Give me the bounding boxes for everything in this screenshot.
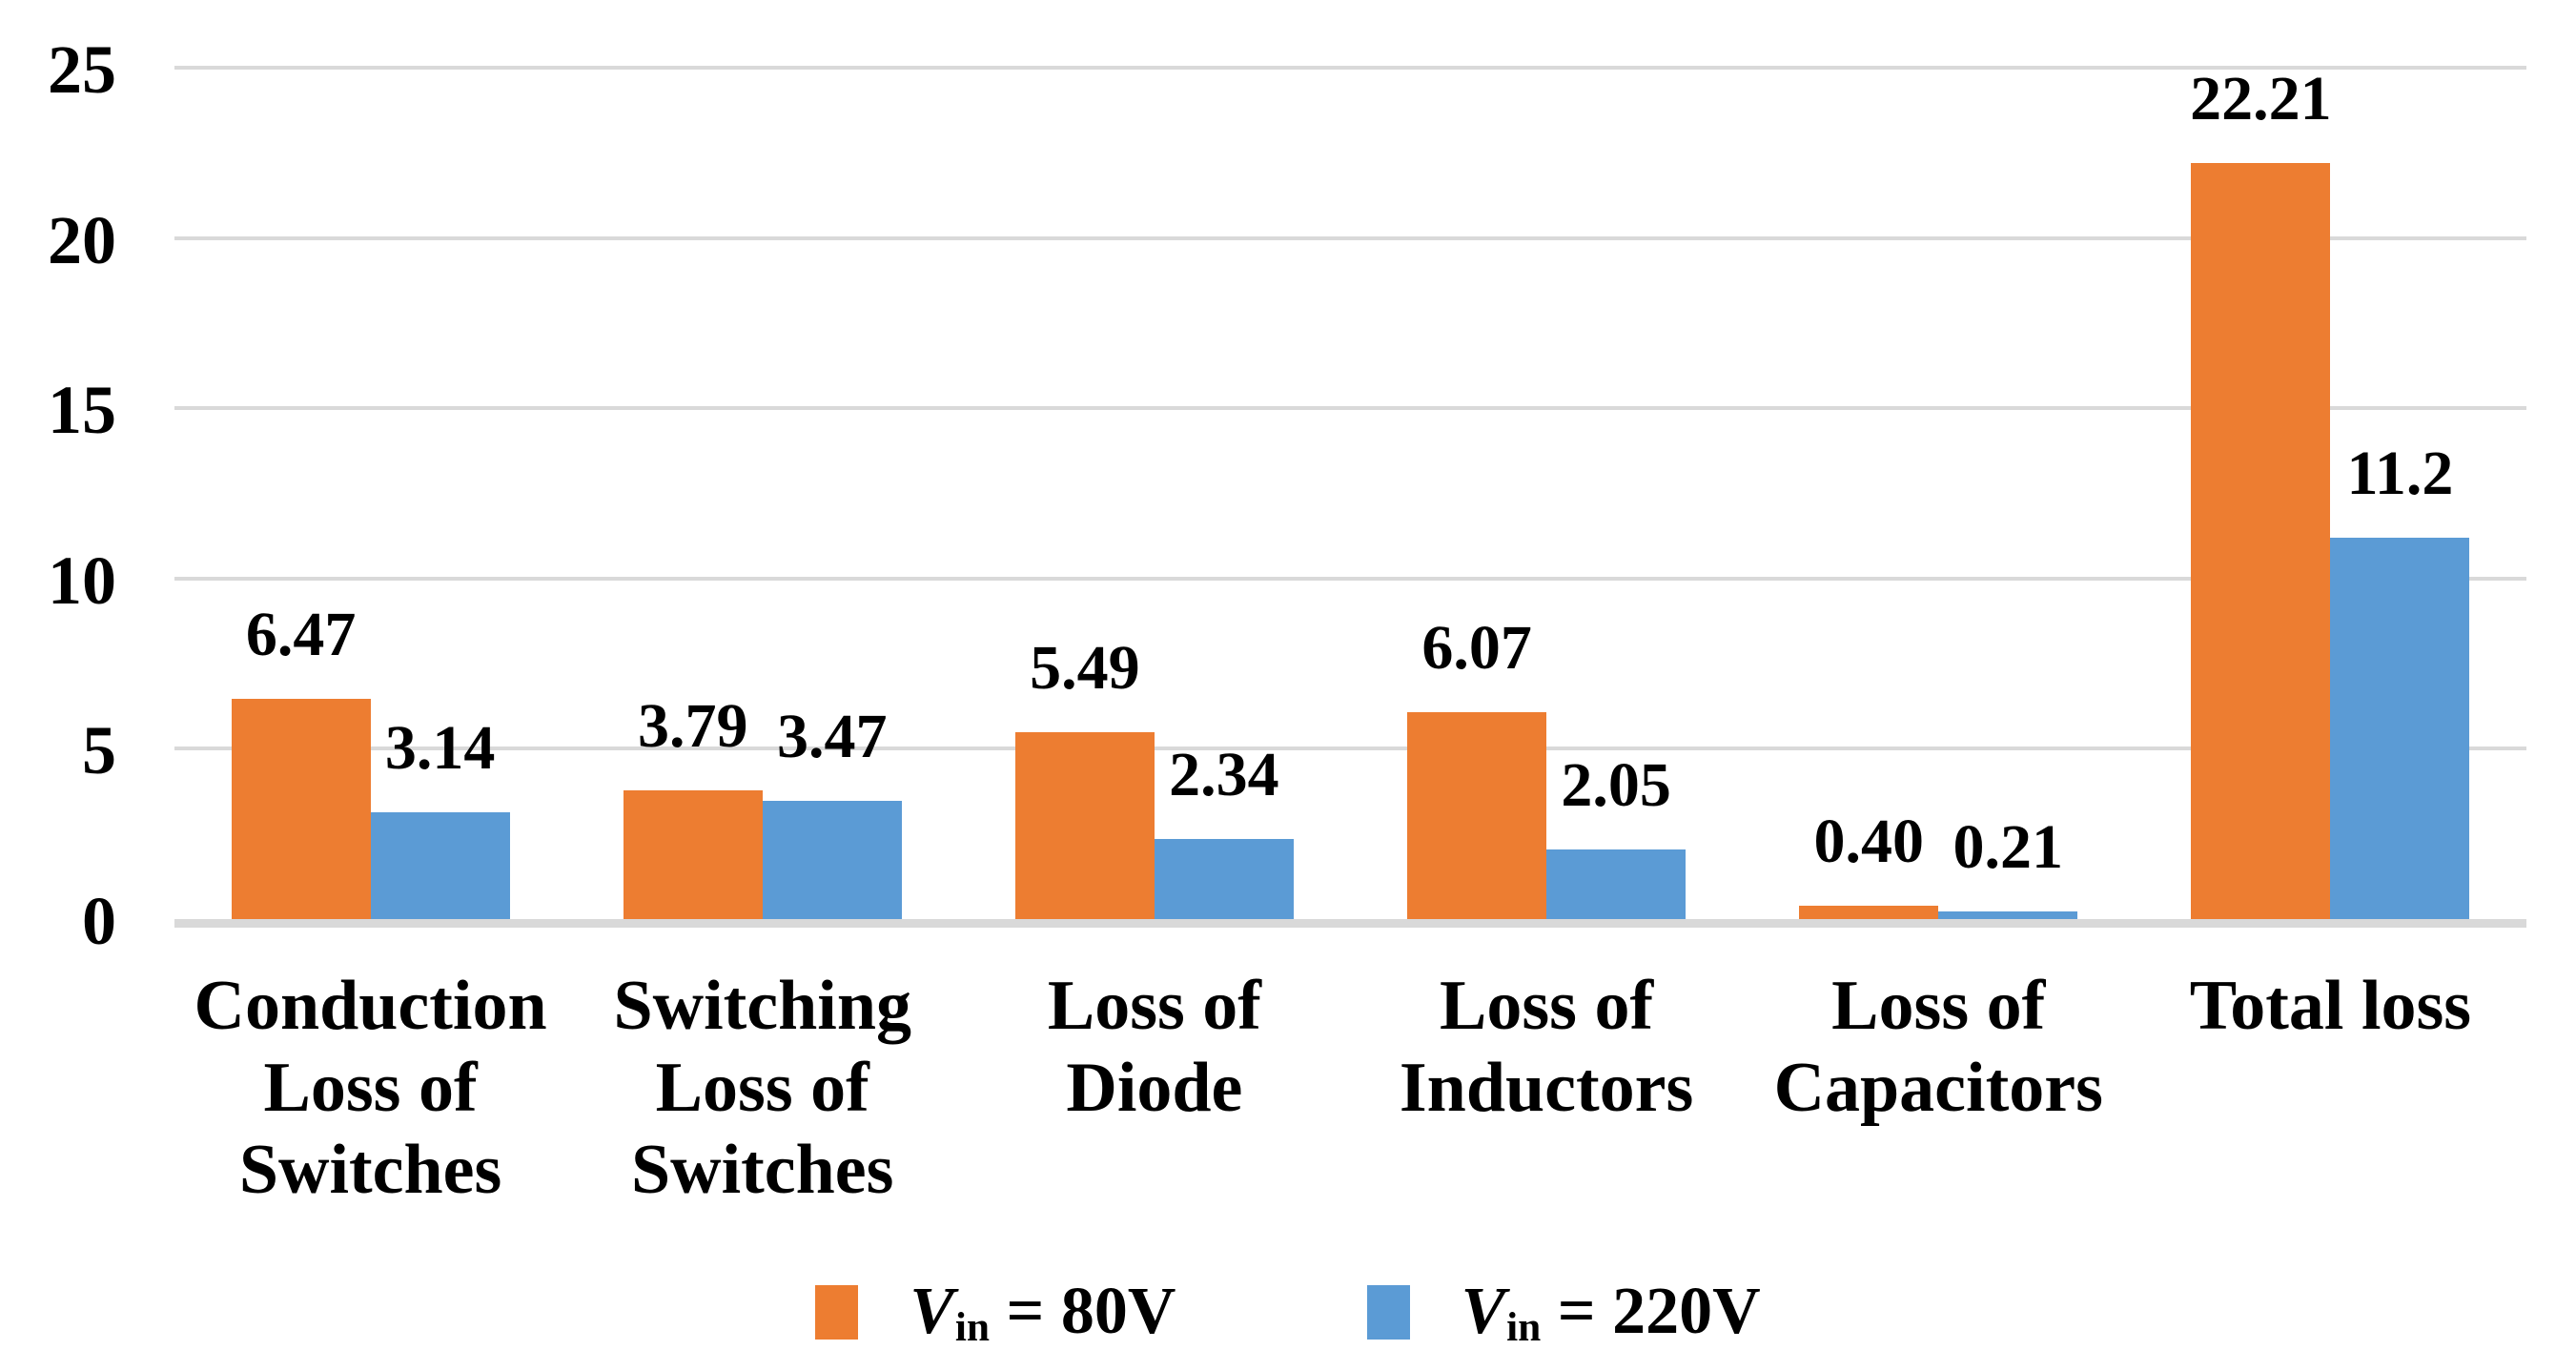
data-label-vin-220v-loss-of-diode: 2.34 (1169, 740, 1279, 810)
data-label-vin-220v-loss-of-capacitors: 0.21 (1952, 812, 2064, 883)
legend-item-vin-80v: Vin = 80V (815, 1275, 1176, 1348)
gridline-20 (174, 235, 2526, 240)
category-label-switching-loss-of-switches: Switching Loss of Switches (613, 967, 911, 1209)
category-label-conduction-loss-of-switches: Conduction Loss of Switches (194, 967, 547, 1209)
bar-vin-80v-switching-loss-of-switches (623, 789, 763, 919)
data-label-vin-80v-total-loss: 22.21 (2190, 63, 2332, 133)
data-label-vin-80v-loss-of-diode: 5.49 (1030, 632, 1140, 703)
gridline-5 (174, 747, 2526, 751)
bar-vin-80v-loss-of-inductors (1407, 712, 1547, 919)
data-label-vin-220v-switching-loss-of-switches: 3.47 (777, 702, 888, 772)
data-label-vin-220v-total-loss: 11.2 (2346, 438, 2454, 508)
bar-vin-220v-loss-of-capacitors (1938, 911, 2078, 919)
legend-symbol: V (1461, 1275, 1506, 1348)
legend: Vin = 80V Vin = 220V (0, 1275, 2576, 1348)
legend-subscript: in (1506, 1303, 1542, 1350)
gridline-15 (174, 406, 2526, 411)
legend-value: = 80V (990, 1275, 1176, 1348)
legend-symbol: V (910, 1275, 954, 1348)
bar-vin-80v-loss-of-diode (1014, 731, 1155, 919)
category-label-loss-of-inductors: Loss of Inductors (1399, 967, 1694, 1127)
y-axis-tick-label-15: 15 (48, 372, 116, 449)
data-label-vin-80v-switching-loss-of-switches: 3.79 (638, 690, 748, 761)
y-axis-tick-label-20: 20 (48, 201, 116, 278)
legend-swatch-vin-80v (815, 1284, 859, 1340)
bar-vin-80v-total-loss (2191, 162, 2331, 919)
legend-subscript: in (954, 1303, 991, 1350)
y-axis-tick-label-25: 25 (48, 31, 116, 108)
bar-vin-220v-loss-of-diode (1154, 839, 1294, 919)
legend-swatch-vin-220v (1366, 1284, 1410, 1340)
y-axis-tick-label-5: 5 (82, 712, 116, 789)
bar-vin-220v-conduction-loss-of-switches (370, 811, 510, 919)
y-axis-tick-label-10: 10 (48, 542, 116, 619)
bar-vin-220v-loss-of-inductors (1546, 849, 1687, 919)
category-label-loss-of-diode: Loss of Diode (1047, 967, 1261, 1127)
data-label-vin-220v-conduction-loss-of-switches: 3.14 (384, 712, 496, 783)
data-label-vin-80v-conduction-loss-of-switches: 6.47 (245, 599, 357, 669)
legend-label-vin-80v: Vin = 80V (910, 1275, 1176, 1348)
data-label-vin-80v-loss-of-inductors: 6.07 (1421, 613, 1532, 684)
y-axis-tick-label-0: 0 (82, 883, 116, 959)
bar-vin-80v-conduction-loss-of-switches (231, 698, 371, 919)
gridline-25 (174, 66, 2526, 70)
category-label-total-loss: Total loss (2189, 967, 2472, 1045)
legend-label-vin-220v: Vin = 220V (1461, 1275, 1761, 1348)
bar-vin-80v-loss-of-capacitors (1799, 905, 1939, 919)
gridline-10 (174, 576, 2526, 581)
legend-item-vin-220v: Vin = 220V (1366, 1275, 1761, 1348)
data-label-vin-80v-loss-of-capacitors: 0.40 (1813, 806, 1925, 876)
bar-vin-220v-total-loss (2330, 537, 2470, 919)
data-label-vin-220v-loss-of-inductors: 2.05 (1561, 749, 1671, 820)
x-axis-line (174, 919, 2526, 928)
legend-value: = 220V (1541, 1275, 1761, 1348)
category-label-loss-of-capacitors: Loss of Capacitors (1773, 967, 2103, 1127)
bar-vin-220v-switching-loss-of-switches (762, 801, 902, 919)
